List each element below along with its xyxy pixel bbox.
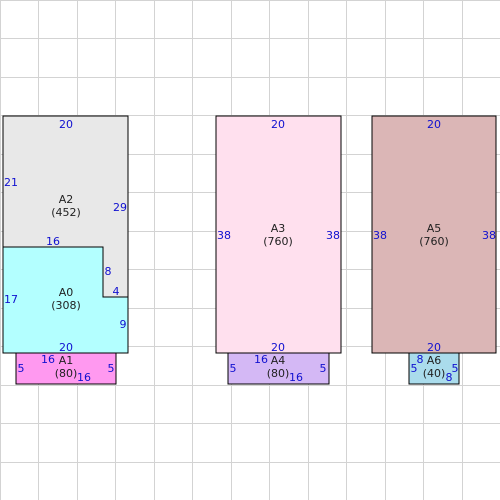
region-a5-name: A5 <box>427 222 442 235</box>
region-a5-dim-left: 38 <box>373 229 387 242</box>
region-a6-area: (40) <box>423 367 446 380</box>
region-a1-dim-left: 5 <box>18 362 25 375</box>
region-a1-area: (80) <box>55 367 78 380</box>
region-a4-dim-top: 16 <box>254 353 268 366</box>
region-a5-dim-top: 20 <box>427 118 441 131</box>
region-a6-dim-left: 5 <box>411 362 418 375</box>
region-a4-name: A4 <box>271 354 286 367</box>
region-a3-area: (760) <box>263 235 293 248</box>
region-a5-area: (760) <box>419 235 449 248</box>
region-a2: A2 (452) 20 21 29 16 <box>2 115 129 354</box>
region-a0-dim-right: 9 <box>120 318 127 331</box>
region-a0-dim-notch-horizontal: 4 <box>113 285 120 298</box>
region-a6-dim-bottom: 8 <box>446 371 453 384</box>
region-a3-dim-right: 38 <box>326 229 340 242</box>
region-a4-area: (80) <box>267 367 290 380</box>
region-a4-dim-right: 5 <box>320 362 327 375</box>
region-a0-dim-bottom: 20 <box>59 341 73 354</box>
region-a1-shape <box>15 352 117 385</box>
region-a3-dim-bottom: 20 <box>271 341 285 354</box>
region-a5-shape <box>371 115 497 354</box>
region-a3-shape <box>215 115 342 354</box>
region-a1-dim-right: 5 <box>108 362 115 375</box>
region-a1-name: A1 <box>59 354 74 367</box>
region-a1-dim-top: 16 <box>41 353 55 366</box>
region-a3-name: A3 <box>271 222 286 235</box>
region-a6-dim-right: 5 <box>452 362 459 375</box>
region-a4-dim-left: 5 <box>230 362 237 375</box>
region-a0-dim-left: 17 <box>4 293 18 306</box>
region-a4-dim-bottom: 16 <box>289 371 303 384</box>
region-a3-dim-top: 20 <box>271 118 285 131</box>
region-a6-name: A6 <box>427 354 442 367</box>
region-a4-shape <box>227 352 330 385</box>
region-a0-shape <box>2 246 129 354</box>
region-a6-shape <box>408 352 460 385</box>
region-a2-dim-top: 20 <box>59 118 73 131</box>
region-a3: A3 (760) 20 38 38 20 <box>215 115 342 354</box>
region-a5: A5 (760) 20 38 38 20 <box>371 115 497 354</box>
region-a0-area: (308) <box>51 299 81 312</box>
region-a2-area: (452) <box>51 206 81 219</box>
region-a5-dim-right: 38 <box>482 229 496 242</box>
region-a4: A4 (80) 16 5 5 16 <box>227 352 330 385</box>
region-a5-dim-bottom: 20 <box>427 341 441 354</box>
region-a2-dim-right: 29 <box>113 201 127 214</box>
region-a1: A1 (80) 16 5 5 16 <box>15 352 117 385</box>
region-a6: A6 (40) 8 5 5 8 <box>408 352 460 385</box>
region-a2-name: A2 <box>59 193 74 206</box>
region-a2-dim-bottom: 16 <box>46 235 60 248</box>
region-a1-dim-bottom: 16 <box>77 371 91 384</box>
region-a3-dim-left: 38 <box>217 229 231 242</box>
region-a0-name: A0 <box>59 286 74 299</box>
region-a6-dim-top: 8 <box>417 353 424 366</box>
region-a0-dim-notch-vertical: 8 <box>105 265 112 278</box>
region-a2-dim-left: 21 <box>4 176 18 189</box>
region-a0: A0 (308) 17 8 4 9 20 <box>2 246 129 354</box>
